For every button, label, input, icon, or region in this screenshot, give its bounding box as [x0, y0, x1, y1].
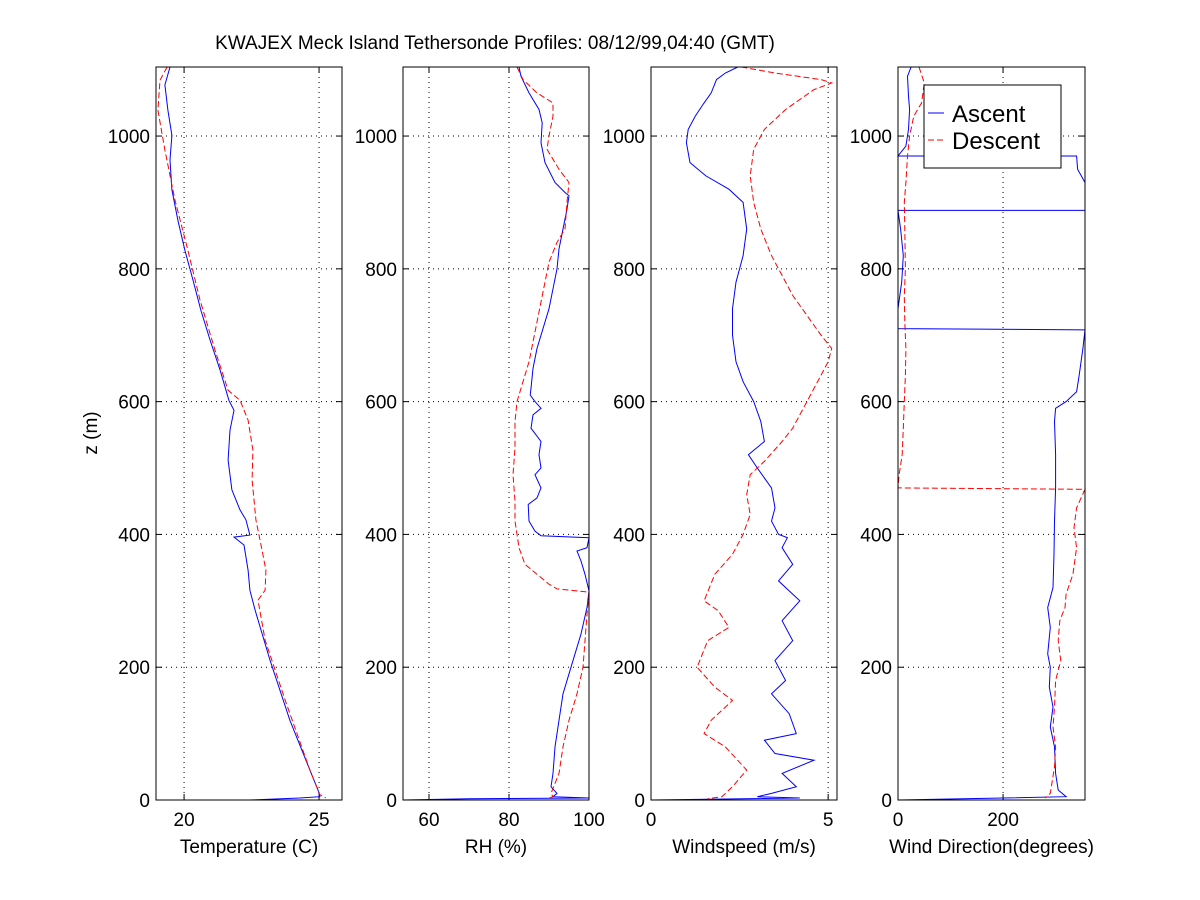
panel-1: 0 200 400 600 800 1000 20 25 Temperature (C)	[108, 66, 343, 858]
y-tick-label: 400	[860, 525, 892, 546]
legend-label-descent: Descent	[952, 128, 1040, 155]
x-tick-label: 5	[823, 810, 834, 831]
x-axis-label: RH (%)	[465, 837, 527, 858]
y-tick-label: 800	[860, 260, 892, 281]
y-tick-label: 800	[365, 260, 397, 281]
y-tick-label: 1000	[850, 127, 892, 148]
x-tick-label: 60	[418, 810, 439, 831]
legend-label-ascent: Ascent	[952, 101, 1026, 128]
y-tick-label: 1000	[108, 127, 150, 148]
y-tick-label: 200	[365, 658, 397, 679]
x-tick-label: 0	[646, 810, 657, 831]
y-tick-label: 400	[365, 525, 397, 546]
axes-frame	[155, 66, 343, 801]
x-tick-label: 20	[174, 810, 195, 831]
legend-box	[923, 84, 1062, 169]
panel-3: 0 200 400 600 800 1000 0 5 Windspeed (m/s)	[603, 66, 838, 858]
y-tick-label: 1000	[603, 127, 645, 148]
y-tick-label: 600	[613, 393, 645, 414]
x-axis-label: Windspeed (m/s)	[672, 837, 816, 858]
y-tick-label: 200	[613, 658, 645, 679]
y-axis-label: z (m)	[81, 411, 102, 454]
series-line-descent	[696, 66, 834, 800]
legend: Ascent Descent	[923, 84, 1062, 169]
axes-frame	[650, 66, 838, 801]
x-tick-label: 100	[573, 810, 605, 831]
y-tick-label: 0	[139, 791, 150, 812]
x-tick-label: 0	[893, 810, 904, 831]
y-tick-label: 0	[634, 791, 645, 812]
x-tick-label: 25	[308, 810, 329, 831]
y-tick-label: 600	[118, 393, 150, 414]
y-tick-label: 0	[386, 791, 397, 812]
y-tick-label: 800	[118, 260, 150, 281]
panel-4: 0 200 400 600 800 1000 0 200 Wind Direction(degr…	[850, 66, 1094, 858]
series-line-ascent	[402, 66, 590, 801]
panel-2: 0 200 400 600 800 1000 60 80 100 RH (%)	[355, 66, 605, 858]
y-tick-label: 600	[365, 393, 397, 414]
y-tick-label: 400	[613, 525, 645, 546]
axes-frame	[897, 66, 1086, 801]
y-tick-label: 0	[881, 791, 892, 812]
series-line-descent	[897, 66, 1086, 799]
series-line-descent	[512, 66, 590, 800]
series-line-descent	[157, 66, 327, 799]
y-tick-label: 400	[118, 525, 150, 546]
x-tick-label: 80	[498, 810, 519, 831]
y-tick-label: 200	[118, 658, 150, 679]
series-line-ascent	[164, 66, 321, 801]
series-line-ascent	[896, 66, 1086, 801]
y-tick-label: 600	[860, 393, 892, 414]
series-line-ascent	[650, 66, 816, 801]
x-tick-label: 200	[987, 810, 1019, 831]
y-tick-label: 200	[860, 658, 892, 679]
x-axis-label: Wind Direction(degrees)	[889, 837, 1094, 858]
y-tick-label: 1000	[355, 127, 397, 148]
axes-frame	[402, 66, 590, 801]
y-tick-label: 800	[613, 260, 645, 281]
figure-title: KWAJEX Meck Island Tethersonde Profiles:…	[215, 33, 775, 54]
x-axis-label: Temperature (C)	[180, 837, 318, 858]
